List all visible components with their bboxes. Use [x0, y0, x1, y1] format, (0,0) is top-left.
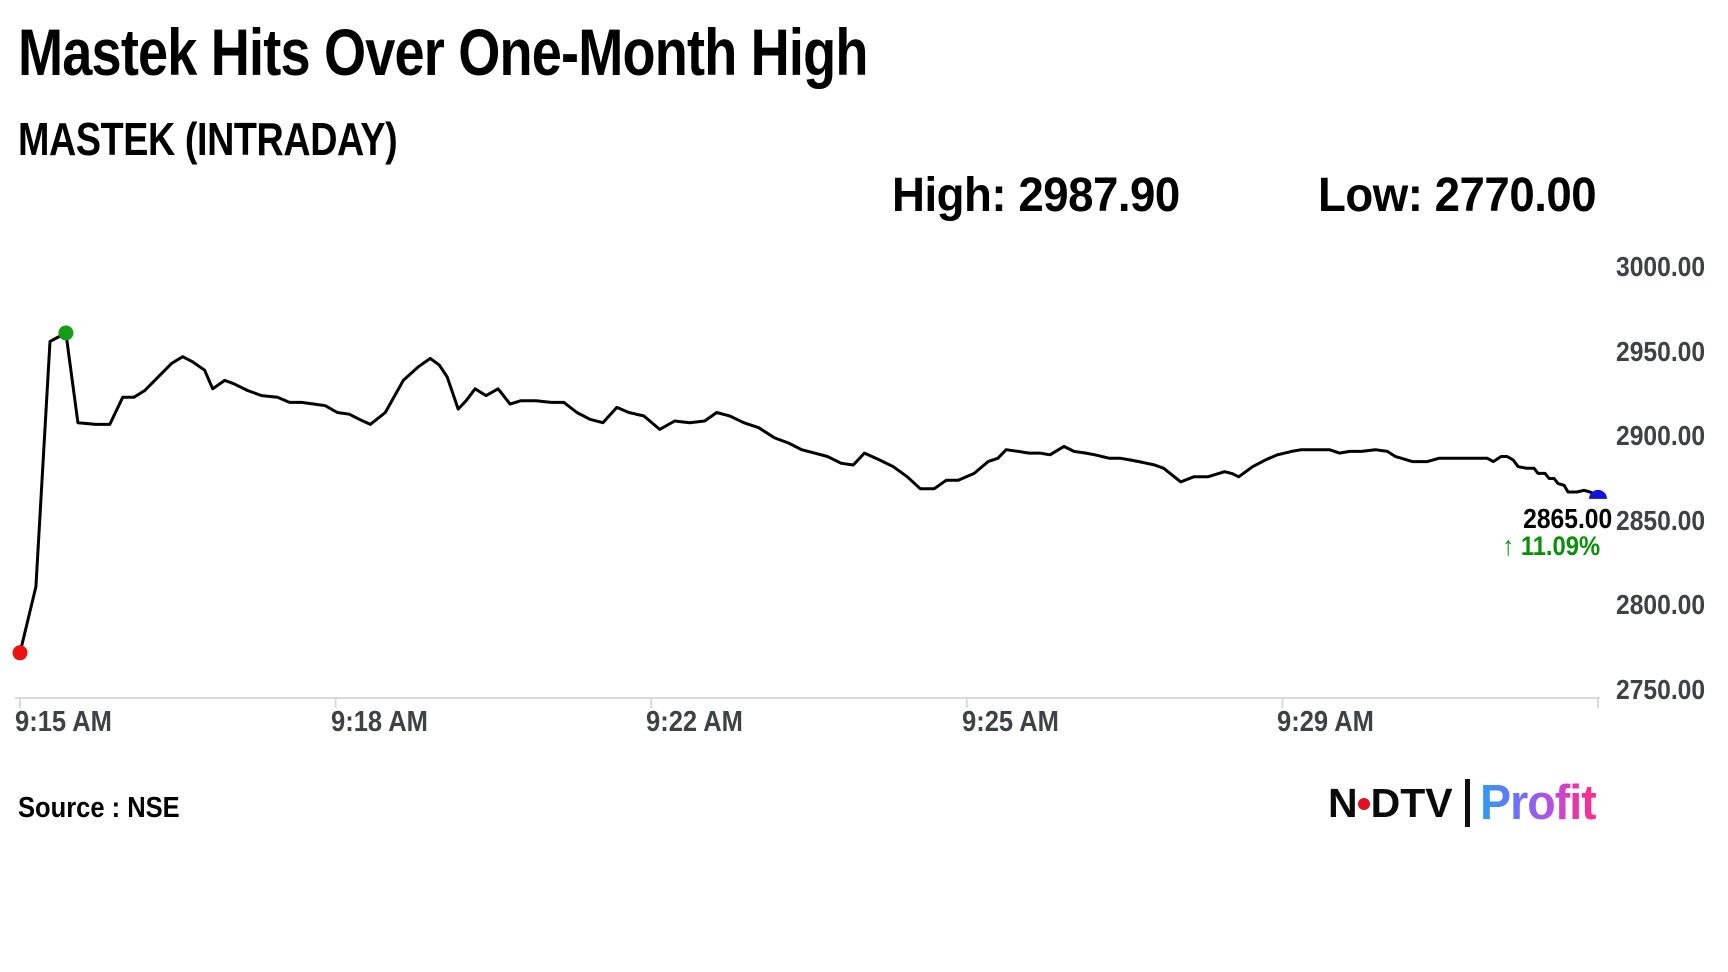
page-title: Mastek Hits Over One-Month High [18, 15, 868, 89]
x-axis-label: 9:25 AM [961, 706, 1059, 738]
y-axis-label: 2800.00 [1616, 589, 1706, 621]
ndtv-letter-n: N [1328, 779, 1358, 826]
price-line [18, 331, 1600, 655]
last-point-marker [1589, 489, 1607, 499]
y-axis-label: 2750.00 [1616, 674, 1706, 705]
x-axis-label: 9:15 AM [15, 706, 112, 738]
chart-subtitle-symbol: MASTEK (INTRADAY) [18, 113, 398, 165]
y-axis-label: 2950.00 [1616, 335, 1706, 367]
session-high-marker [58, 325, 74, 341]
session-low-marker [12, 645, 28, 661]
last-price-label: 2865.00 [1522, 503, 1612, 534]
x-axis-label: 9:22 AM [646, 706, 744, 738]
stat-high: High: 2987.90 [892, 169, 1180, 222]
stat-low: Low: 2770.00 [1318, 169, 1597, 222]
y-axis-label: 2900.00 [1616, 420, 1706, 452]
source-attribution: Source : NSE [18, 792, 180, 824]
ndtv-wordmark: N DTV [1328, 780, 1453, 827]
ndtv-profit-logo: N DTV Profit [1328, 776, 1602, 830]
ndtv-letters-dtv: DTV [1370, 779, 1453, 826]
change-percent-label: ↑ 11.09% [1502, 531, 1600, 561]
x-axis-label: 9:18 AM [330, 706, 428, 738]
logo-divider [1464, 779, 1470, 827]
profit-wordmark: Profit [1479, 776, 1597, 830]
x-axis-label: 9:29 AM [1277, 706, 1375, 738]
y-axis-label: 2850.00 [1616, 504, 1706, 536]
y-axis-label: 3000.00 [1616, 251, 1706, 282]
ndtv-red-dot-icon [1357, 798, 1370, 810]
